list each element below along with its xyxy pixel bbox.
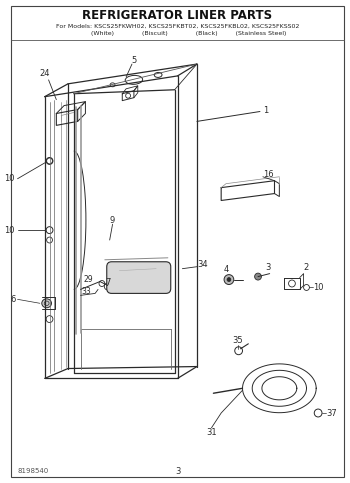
Text: 7: 7 bbox=[105, 278, 110, 287]
FancyBboxPatch shape bbox=[107, 262, 171, 293]
Text: 24: 24 bbox=[40, 70, 50, 78]
Text: 29: 29 bbox=[84, 275, 93, 284]
Text: 4: 4 bbox=[223, 265, 229, 274]
Text: 6: 6 bbox=[10, 295, 16, 304]
Text: 33: 33 bbox=[82, 287, 91, 296]
Circle shape bbox=[224, 275, 234, 284]
Text: REFRIGERATOR LINER PARTS: REFRIGERATOR LINER PARTS bbox=[83, 9, 273, 22]
Text: 8198540: 8198540 bbox=[18, 469, 49, 474]
Text: 10: 10 bbox=[313, 283, 324, 292]
Text: 3: 3 bbox=[175, 467, 180, 476]
Circle shape bbox=[227, 278, 231, 282]
Text: 9: 9 bbox=[110, 216, 115, 225]
Text: For Models: KSCS25FKWH02, KSCS25FKBT02, KSCS25FKBL02, KSCS25FKSS02: For Models: KSCS25FKWH02, KSCS25FKBT02, … bbox=[56, 24, 299, 29]
Text: 2: 2 bbox=[303, 263, 309, 272]
Text: 16: 16 bbox=[263, 170, 273, 179]
Text: 3: 3 bbox=[265, 263, 270, 272]
Text: 37: 37 bbox=[326, 409, 337, 417]
Text: (White)              (Biscuit)              (Black)         (Stainless Steel): (White) (Biscuit) (Black) (Stainless Ste… bbox=[69, 31, 286, 36]
Text: 5: 5 bbox=[131, 56, 136, 65]
Text: 1: 1 bbox=[263, 106, 268, 115]
Text: 34: 34 bbox=[197, 260, 208, 269]
Text: 10: 10 bbox=[4, 226, 15, 235]
Text: 35: 35 bbox=[232, 336, 243, 345]
Circle shape bbox=[254, 273, 261, 280]
Ellipse shape bbox=[42, 299, 51, 308]
Text: 10: 10 bbox=[4, 174, 15, 183]
Text: 31: 31 bbox=[206, 428, 217, 437]
